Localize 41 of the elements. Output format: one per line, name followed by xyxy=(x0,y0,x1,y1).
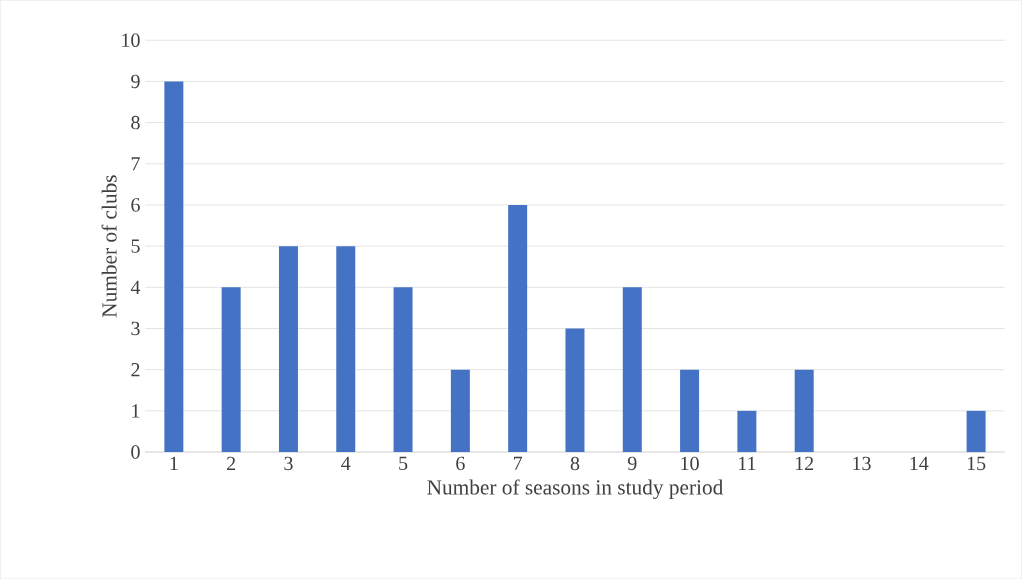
x-tick-label: 9 xyxy=(627,456,637,471)
x-tick-label: 4 xyxy=(341,456,351,470)
y-tick-label: 9 xyxy=(131,74,140,89)
bar xyxy=(164,81,184,452)
x-tick-label: 7 xyxy=(513,456,523,470)
y-tick-label: 2 xyxy=(131,362,140,377)
y-tick-label: 8 xyxy=(131,115,140,130)
y-tick-label: 0 xyxy=(131,445,140,459)
bar xyxy=(450,369,470,452)
y-axis-title: Number of clubs xyxy=(101,175,117,318)
bar xyxy=(508,204,528,452)
x-tick-label: 10 xyxy=(681,456,699,471)
x-tick-label: 3 xyxy=(284,456,293,471)
y-tick-label: 4 xyxy=(130,280,141,294)
bar xyxy=(622,287,642,452)
bar xyxy=(680,369,700,452)
bar xyxy=(336,246,356,452)
y-tick-label: 7 xyxy=(131,157,140,171)
x-tick-label: 2 xyxy=(227,456,236,470)
x-axis-title: Number of seasons in study period xyxy=(427,479,724,499)
x-tick-label: 14 xyxy=(910,456,929,470)
bar xyxy=(737,410,757,452)
x-tick-label: 15 xyxy=(967,456,986,471)
bar xyxy=(278,246,298,452)
y-tick-label: 10 xyxy=(122,33,140,47)
bar xyxy=(794,369,814,452)
x-tick-label: 6 xyxy=(456,456,465,471)
bar xyxy=(221,287,241,452)
y-tick-label: 1 xyxy=(132,404,140,418)
y-tick-label: 6 xyxy=(131,198,140,212)
bar xyxy=(966,410,986,452)
bar xyxy=(565,328,585,452)
x-tick-label: 1 xyxy=(170,456,178,470)
x-tick-label: 8 xyxy=(570,456,580,471)
bar xyxy=(393,287,413,452)
x-tick-label: 13 xyxy=(853,456,871,471)
x-tick-label: 5 xyxy=(399,456,408,470)
y-tick-label: 5 xyxy=(131,239,140,253)
x-tick-label: 11 xyxy=(739,456,756,470)
y-tick-label: 3 xyxy=(131,321,140,336)
x-tick-label: 12 xyxy=(795,456,814,470)
